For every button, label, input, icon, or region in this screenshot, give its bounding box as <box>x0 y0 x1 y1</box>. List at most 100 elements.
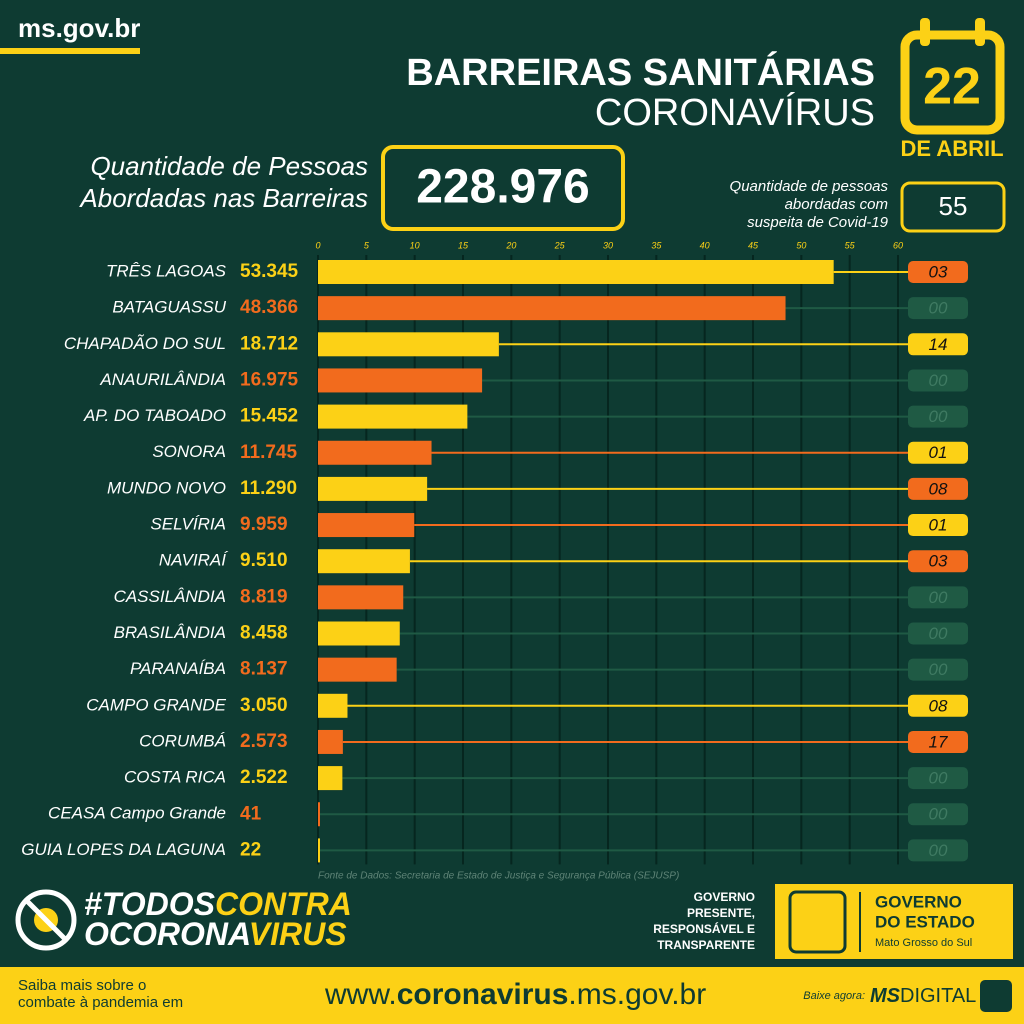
x-tick-label: 55 <box>845 240 856 250</box>
x-tick-label: 0 <box>315 240 320 250</box>
bar <box>318 476 428 501</box>
bar <box>318 549 410 574</box>
category-label: CORUMBÁ <box>139 731 226 750</box>
value-label: 18.712 <box>240 333 298 354</box>
x-tick-label: 50 <box>796 240 806 250</box>
category-label: TRÊS LAGOAS <box>106 261 227 280</box>
value-label: 48.366 <box>240 297 298 318</box>
suspect-badge <box>908 803 968 826</box>
x-tick-label: 10 <box>410 240 420 250</box>
suspect-label: 00 <box>929 407 948 426</box>
x-tick-label: 40 <box>700 240 710 250</box>
site-logo: ms.gov.br <box>18 13 140 43</box>
bar <box>318 368 483 393</box>
x-tick-label: 35 <box>651 240 662 250</box>
suspect-label: Quantidade de pessoas <box>730 178 889 195</box>
total-value: 228.976 <box>416 161 590 214</box>
bar <box>318 260 834 284</box>
suspect-label: 00 <box>929 299 948 318</box>
value-label: 8.819 <box>240 586 288 607</box>
category-label: CEASA Campo Grande <box>48 804 226 823</box>
footer-url: www.coronavirus.ms.gov.br <box>324 978 706 1011</box>
subtitle: CORONAVÍRUS <box>595 91 875 134</box>
bar-chart: 0 5 10 15 20 25 30 35 40 45 50 55 60 TRÊS LAGOAS 53.34… <box>21 240 968 865</box>
summary-label: Abordadas nas Barreiras <box>78 183 368 213</box>
value-label: 8.458 <box>240 623 288 644</box>
campaign-icon <box>15 889 77 951</box>
x-tick-label: 25 <box>554 240 566 250</box>
category-label: CASSILÂNDIA <box>114 587 226 606</box>
suspect-label: 01 <box>929 443 948 462</box>
category-label: CAMPO GRANDE <box>86 695 226 714</box>
bar <box>318 621 400 646</box>
campaign-line: #TODOSCONTRA <box>84 886 352 922</box>
suspect-label: 00 <box>929 660 948 679</box>
suspect-label: 00 <box>929 805 948 824</box>
app-icon <box>980 980 1012 1012</box>
suspect-label: 00 <box>929 841 948 860</box>
bar <box>318 766 343 791</box>
x-tick-label: 60 <box>893 240 903 250</box>
campaign-part: #TODOS <box>84 886 216 922</box>
url-part: .ms.gov.br <box>568 978 706 1011</box>
suspect-badge <box>908 333 968 356</box>
footer-info: Saiba mais sobre o <box>18 977 146 994</box>
title: BARREIRAS SANITÁRIAS <box>406 50 875 94</box>
value-label: 41 <box>240 803 262 824</box>
suspect-label: 01 <box>929 516 948 535</box>
suspect-badge <box>908 297 968 320</box>
gov-name: DO ESTADO <box>875 912 975 931</box>
suspect-badge <box>908 477 968 500</box>
category-label: CHAPADÃO DO SUL <box>64 334 226 353</box>
footer-info: combate à pandemia em <box>18 994 183 1011</box>
category-label: NAVIRAÍ <box>159 551 228 570</box>
suspect-badge <box>908 767 968 790</box>
bar <box>318 513 415 538</box>
suspect-label: 14 <box>929 335 948 354</box>
total-box <box>381 145 625 231</box>
value-label: 3.050 <box>240 695 288 716</box>
logo-underline <box>0 48 140 54</box>
suspect-badge <box>908 514 968 537</box>
gov-name: GOVERNO <box>875 892 962 911</box>
suspect-badge <box>908 441 968 464</box>
slogan: GOVERNO <box>694 890 755 904</box>
x-tick-label: 30 <box>603 240 613 250</box>
date-day: 22 <box>923 58 981 116</box>
bar <box>318 404 468 429</box>
suspect-badge <box>908 586 968 609</box>
app-name: MSDIGITAL <box>870 985 976 1007</box>
x-tick-label: 20 <box>505 240 516 250</box>
value-label: 11.745 <box>240 442 297 463</box>
suspect-badge <box>908 730 968 753</box>
gov-logo <box>775 884 1013 959</box>
value-label: 22 <box>240 839 261 860</box>
bar <box>318 332 499 357</box>
download-label: Baixe agora: <box>803 990 865 1002</box>
suspect-label: suspeita de Covid-19 <box>747 214 889 231</box>
value-label: 53.345 <box>240 261 299 282</box>
value-label: 11.290 <box>240 478 297 499</box>
suspect-badge <box>908 694 968 717</box>
bar <box>318 296 786 321</box>
suspect-label: abordadas com <box>785 196 888 213</box>
x-tick-label: 45 <box>748 240 759 250</box>
campaign-line: OCORONAVIRUS <box>84 916 347 952</box>
suspect-label: 03 <box>929 552 948 571</box>
suspect-badge <box>908 261 968 283</box>
bar <box>318 657 397 682</box>
url-part: coronavirus <box>397 978 569 1011</box>
value-label: 15.452 <box>240 406 298 427</box>
category-label: GUIA LOPES DA LAGUNA <box>21 840 226 859</box>
calendar-ring <box>975 18 985 46</box>
bar <box>318 838 320 863</box>
value-label: 9.510 <box>240 550 288 571</box>
suspect-badge <box>908 405 968 428</box>
category-label: MUNDO NOVO <box>107 478 226 497</box>
bar <box>318 729 343 754</box>
category-label: BRASILÂNDIA <box>114 623 226 642</box>
value-label: 2.573 <box>240 731 288 752</box>
calendar-ring <box>920 18 930 46</box>
app-part: DIGITAL <box>900 985 976 1007</box>
